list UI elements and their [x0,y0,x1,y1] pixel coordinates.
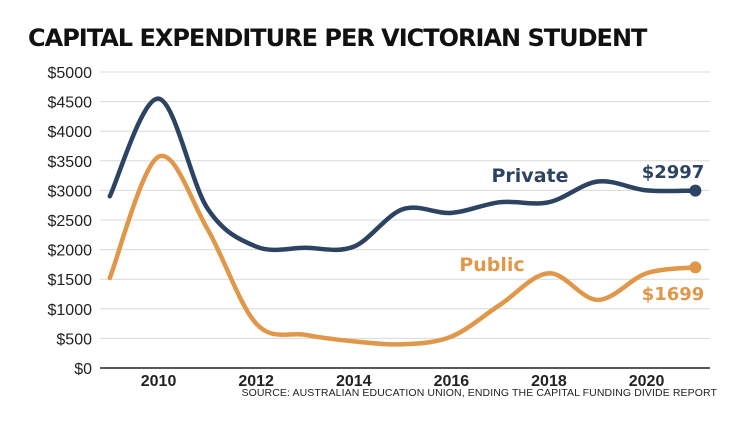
y-tick-label: $3500 [48,154,93,171]
x-tick-label: 2014 [336,373,372,390]
private-end-point [689,184,702,197]
chart-title: CAPITAL EXPENDITURE PER VICTORIAN STUDEN… [28,24,647,52]
y-tick-label: $0 [74,361,92,378]
private-series-line [107,96,698,253]
series-lines [107,96,702,347]
x-axis-tick-labels: 2010 2012 2014 2016 2018 2020 [141,373,665,390]
y-tick-label: $1500 [48,272,93,289]
public-end-value-label: $1699 [642,284,705,305]
x-tick-label: 2010 [141,373,177,390]
y-tick-label: $2000 [48,243,93,260]
y-tick-label: $2500 [48,213,93,230]
series-labels: Private $2997 Public $1699 [459,162,704,305]
y-tick-label: $500 [56,331,92,348]
private-end-value-label: $2997 [642,162,705,183]
y-tick-label: $1000 [48,302,93,319]
public-series-label: Public [459,254,524,276]
private-series-label: Private [492,165,569,187]
public-end-point [689,261,702,274]
grid-lines [100,71,710,339]
y-tick-label: $5000 [48,65,93,82]
public-series-line [107,153,698,347]
x-tick-label: 2012 [238,373,274,390]
x-tick-label: 2018 [531,373,567,390]
x-tick-label: 2020 [629,373,665,390]
y-tick-label: $4000 [48,124,93,141]
y-tick-label: $4500 [48,95,93,112]
x-tick-label: 2016 [434,373,470,390]
y-axis-tick-labels: $0 $500 $1000 $1500 $2000 $2500 $3000 $3500 $400… [48,65,93,378]
y-tick-label: $3000 [48,183,93,200]
source-note: SOURCE: AUSTRALIAN EDUCATION UNION, ENDI… [241,387,717,399]
